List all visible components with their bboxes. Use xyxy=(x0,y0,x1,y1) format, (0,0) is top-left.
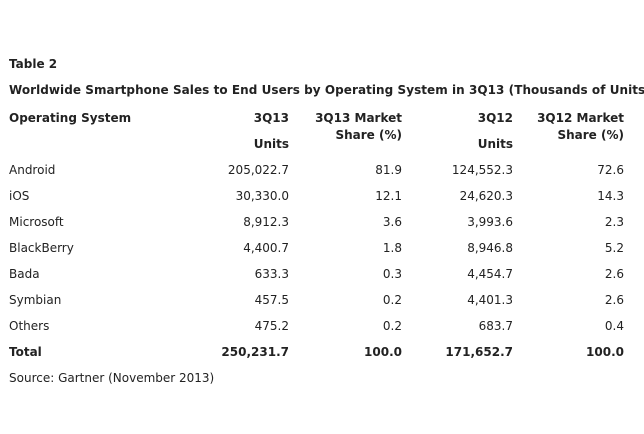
table-cell: 72.6 xyxy=(597,163,624,177)
table-cell: 250,231.7 xyxy=(221,345,289,359)
row-label: iOS xyxy=(9,189,30,203)
table-cell: 81.9 xyxy=(375,163,402,177)
column-header-line1: Operating System xyxy=(9,111,132,125)
column-header-line1: 3Q12 Market xyxy=(537,111,624,125)
column-header-1: Operating System xyxy=(9,110,131,127)
table-cell: 8,946.8 xyxy=(467,241,513,255)
table-cell: 3.6 xyxy=(382,215,402,229)
table-cell: 475.2 xyxy=(254,319,289,333)
row-label: BlackBerry xyxy=(9,241,74,255)
table-cell: 0.3 xyxy=(382,267,402,281)
table-cell: 633.3 xyxy=(254,267,289,281)
row-label: Others xyxy=(9,319,50,333)
table-cell: 5.2 xyxy=(604,241,624,255)
table-cell: 124,552.3 xyxy=(451,163,513,177)
column-header-4: 3Q12 Units xyxy=(478,110,513,153)
row-label: Android xyxy=(9,163,56,177)
table-label: Table 2 xyxy=(9,57,58,71)
table-cell: 8,912.3 xyxy=(243,215,289,229)
table-cell: 100.0 xyxy=(364,345,402,359)
row-label: Microsoft xyxy=(9,215,64,229)
table-cell: 457.5 xyxy=(254,293,289,307)
row-label: Bada xyxy=(9,267,40,281)
source-note: Source: Gartner (November 2013) xyxy=(9,371,215,385)
row-label: Total xyxy=(9,345,42,359)
table-cell: 3,993.6 xyxy=(467,215,513,229)
table-cell: 2.6 xyxy=(604,293,624,307)
table-cell: 4,400.7 xyxy=(243,241,289,255)
table-cell: 100.0 xyxy=(586,345,624,359)
table-cell: 0.2 xyxy=(382,319,402,333)
table-cell: 14.3 xyxy=(597,189,624,203)
column-header-2: 3Q13 Units xyxy=(254,110,289,153)
table-cell: 4,401.3 xyxy=(467,293,513,307)
table-cell: 683.7 xyxy=(478,319,513,333)
table-cell: 0.2 xyxy=(382,293,402,307)
column-header-line2: Units xyxy=(477,137,513,151)
table-cell: 30,330.0 xyxy=(235,189,289,203)
column-header-line1: 3Q12 xyxy=(477,111,513,125)
column-header-line1: 3Q13 Market xyxy=(315,111,402,125)
table-cell: 2.6 xyxy=(604,267,624,281)
table-cell: 2.3 xyxy=(604,215,624,229)
table-cell: 24,620.3 xyxy=(459,189,513,203)
column-header-line2: Share (%) xyxy=(335,128,402,142)
column-header-line2: Units xyxy=(253,137,289,151)
column-header-line2: Share (%) xyxy=(557,128,624,142)
table-cell: 12.1 xyxy=(375,189,402,203)
column-header-line1: 3Q13 xyxy=(253,111,289,125)
table-cell: 4,454.7 xyxy=(467,267,513,281)
table-cell: 1.8 xyxy=(382,241,402,255)
row-label: Symbian xyxy=(9,293,62,307)
column-header-3: 3Q13 Market Share (%) xyxy=(315,110,402,144)
table-cell: 0.4 xyxy=(604,319,624,333)
table-cell: 205,022.7 xyxy=(227,163,289,177)
table-title: Worldwide Smartphone Sales to End Users … xyxy=(9,83,644,97)
table-cell: 171,652.7 xyxy=(445,345,513,359)
column-header-5: 3Q12 Market Share (%) xyxy=(537,110,624,144)
